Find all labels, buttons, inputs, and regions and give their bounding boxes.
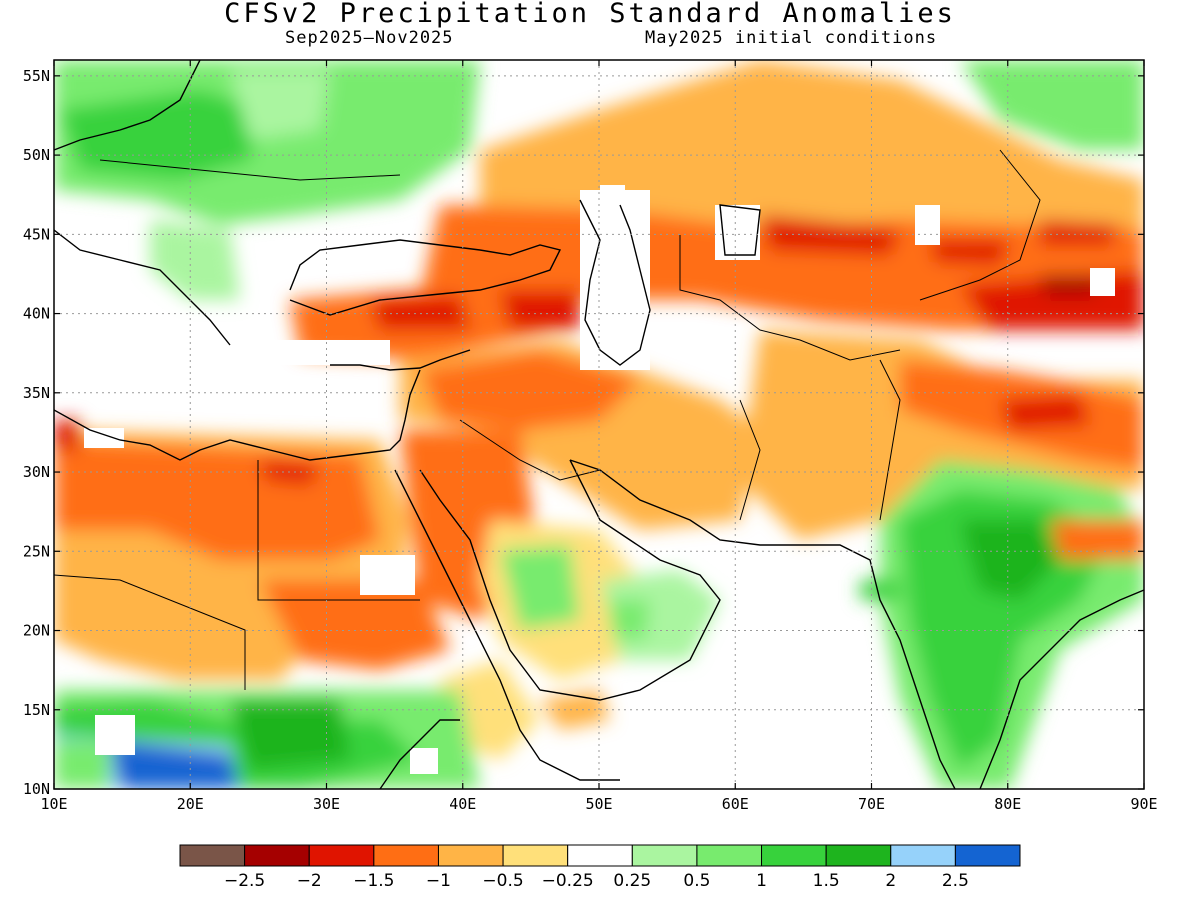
legend-swatch [502, 844, 569, 867]
legend-label: −1 [426, 871, 451, 891]
legend-swatch [631, 844, 698, 867]
y-tick-label: 30N [23, 463, 50, 481]
graticule [54, 60, 1144, 789]
y-tick-label: 35N [23, 384, 50, 402]
y-tick-label: 15N [23, 701, 50, 719]
y-tick-label: 50N [23, 146, 50, 164]
coastlines [54, 60, 1144, 789]
legend-label: −0.5 [482, 871, 523, 891]
anomaly-field [54, 60, 1144, 789]
legend-label: 2 [885, 871, 896, 891]
chart-title: CFSv2 Precipitation Standard Anomalies [224, 0, 956, 29]
legend-swatch [179, 844, 246, 867]
legend-swatch [373, 844, 439, 867]
legend-swatch [567, 844, 633, 867]
forecast-period: Sep2025–Nov2025 [285, 28, 454, 48]
insignificant-mask [84, 185, 1115, 774]
x-tick-label: 50E [585, 795, 612, 813]
y-axis-ticks: 10N 15N 20N 25N 30N 35N 40N 45N 50N 55N [23, 67, 1144, 798]
legend-swatch [308, 844, 375, 867]
x-tick-label: 90E [1130, 795, 1157, 813]
legend-label: −2.5 [224, 871, 265, 891]
x-tick-label: 80E [994, 795, 1021, 813]
x-tick-label: 20E [177, 795, 204, 813]
legend-label: 0.5 [683, 871, 710, 891]
x-axis-ticks: 10E 20E 30E 40E 50E 60E 70E 80E 90E [40, 60, 1158, 813]
legend-swatch [761, 844, 827, 867]
legend-label: 1 [756, 871, 767, 891]
legend-swatch [696, 844, 763, 867]
legend-label: 0.25 [613, 871, 651, 891]
x-tick-label: 10E [40, 795, 67, 813]
legend-label: −1.5 [353, 871, 394, 891]
borders [54, 149, 1041, 690]
x-tick-label: 70E [858, 795, 885, 813]
legend-label: −2 [297, 871, 322, 891]
color-legend: −2.5 −2 −1.5 −1 −0.5 −0.25 0.25 0.5 1 1.5 2 2.5 [179, 844, 1021, 891]
anomaly-shading [54, 60, 1144, 789]
legend-swatch [244, 844, 310, 867]
y-tick-label: 10N [23, 780, 50, 798]
legend-swatch [890, 844, 956, 867]
legend-label: 2.5 [942, 871, 969, 891]
y-tick-label: 45N [23, 225, 50, 243]
legend-swatch [954, 844, 1021, 867]
y-tick-label: 25N [23, 542, 50, 560]
legend-swatch [437, 844, 504, 867]
legend-label: 1.5 [813, 871, 840, 891]
y-tick-label: 40N [23, 305, 50, 323]
y-tick-label: 55N [23, 67, 50, 85]
y-tick-label: 20N [23, 622, 50, 640]
legend-swatch [825, 844, 892, 867]
x-tick-label: 30E [313, 795, 340, 813]
x-tick-label: 60E [722, 795, 749, 813]
initial-conditions: May2025 initial conditions [645, 28, 938, 48]
x-tick-label: 40E [449, 795, 476, 813]
legend-label: −0.25 [542, 871, 594, 891]
